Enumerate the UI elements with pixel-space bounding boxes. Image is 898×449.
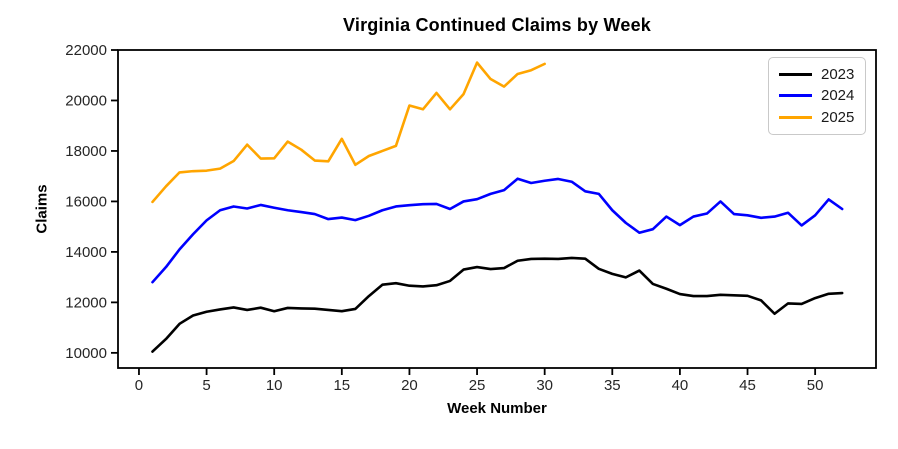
x-tick-label: 45 [739,377,756,394]
y-tick-label: 18000 [65,143,107,160]
legend-line-swatch [779,94,812,98]
y-tick-label: 20000 [65,92,107,109]
legend-label: 2025 [821,108,855,126]
legend-line-swatch [779,73,812,77]
axes-frame [117,49,877,369]
x-tick-label: 10 [266,377,283,394]
chart-title: Virginia Continued Claims by Week [342,15,651,35]
legend-line-swatch [779,115,812,119]
x-tick-label: 35 [604,377,621,394]
y-tick-label: 12000 [65,294,107,311]
y-tick-label: 14000 [65,244,107,261]
x-tick-label: 30 [536,377,553,394]
x-tick-label: 5 [202,377,210,394]
series-line-2025 [151,61,546,204]
y-tick-label: 10000 [65,345,107,362]
x-tick-label: 40 [672,377,689,394]
legend-entry-2023: 2023 [779,64,857,85]
legend-label: 2024 [821,87,855,105]
y-tick-label: 22000 [65,42,107,59]
x-tick-label: 50 [807,377,824,394]
y-tick-label: 16000 [65,193,107,210]
x-tick-label: 20 [401,377,418,394]
legend-label: 2023 [821,66,855,84]
y-axis-label: Claims [33,184,51,234]
legend-entry-2024: 2024 [779,85,857,106]
x-axis-label: Week Number [447,400,547,417]
legend: 2023 2024 2025 [768,57,866,135]
x-tick-label: 0 [135,377,143,394]
series-line-2024 [151,177,844,284]
x-tick-label: 15 [333,377,350,394]
legend-entry-2025: 2025 [779,107,857,128]
x-tick-label: 25 [469,377,486,394]
series-line-2023 [151,256,844,353]
